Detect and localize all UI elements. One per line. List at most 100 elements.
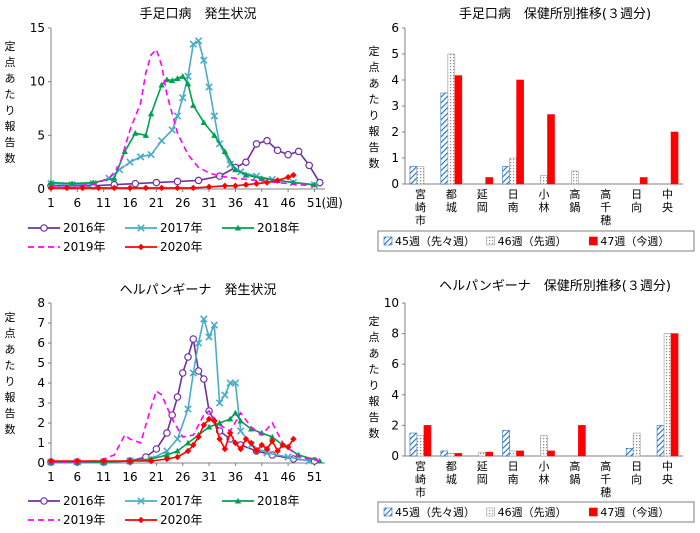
category-label: 高千穂 bbox=[600, 187, 611, 227]
category-label: 延岡 bbox=[477, 460, 488, 486]
series-path bbox=[51, 389, 320, 463]
legend-item: 2020年 bbox=[125, 240, 203, 254]
data-point bbox=[179, 73, 186, 79]
label-char: 報 bbox=[369, 125, 380, 138]
data-point bbox=[190, 102, 197, 108]
data-point bbox=[189, 369, 198, 377]
data-point bbox=[284, 173, 292, 181]
data-point bbox=[205, 423, 213, 430]
data-point bbox=[200, 375, 208, 383]
data-point bbox=[200, 421, 208, 429]
data-point bbox=[242, 435, 250, 443]
bar bbox=[578, 425, 586, 457]
label-char: 告 bbox=[369, 411, 380, 424]
label-char: 穂 bbox=[600, 485, 611, 499]
legend-item: 2016年 bbox=[28, 494, 106, 508]
label-char: 定 bbox=[5, 310, 16, 324]
data-point bbox=[189, 335, 198, 343]
x-tick-label: 46 bbox=[280, 470, 295, 484]
x-tick-label: 36 bbox=[228, 470, 243, 484]
data-point bbox=[258, 441, 265, 449]
data-point bbox=[205, 333, 213, 341]
label-char: 崎 bbox=[415, 472, 426, 486]
data-point bbox=[152, 178, 161, 187]
y-tick-label: 5 bbox=[391, 47, 399, 61]
data-point bbox=[173, 177, 182, 186]
category-label: 日南 bbox=[508, 188, 519, 214]
category-label: 中央 bbox=[662, 460, 673, 486]
label-char: 告 bbox=[5, 136, 16, 149]
label-char: 高 bbox=[600, 187, 611, 201]
data-point bbox=[174, 453, 181, 461]
data-point bbox=[242, 181, 250, 188]
label-char: 宮 bbox=[415, 187, 426, 201]
series-line bbox=[47, 37, 319, 189]
data-point bbox=[178, 94, 187, 102]
data-point bbox=[190, 184, 197, 192]
bar bbox=[547, 114, 555, 185]
label-char: 南 bbox=[508, 201, 519, 214]
legend-item: 2017年 bbox=[125, 494, 203, 508]
legend-swatch bbox=[383, 236, 393, 246]
y-tick-label: 6 bbox=[37, 336, 45, 350]
data-point bbox=[253, 180, 260, 187]
legend-label: 2019年 bbox=[63, 240, 106, 254]
data-point bbox=[142, 184, 150, 192]
legend-label: 46週（先週） bbox=[498, 506, 567, 519]
data-point bbox=[226, 415, 234, 422]
data-point bbox=[232, 439, 239, 447]
bar bbox=[454, 75, 463, 185]
data-point bbox=[163, 447, 171, 455]
data-point bbox=[173, 112, 182, 120]
y-tick-label: 15 bbox=[30, 21, 45, 35]
bar bbox=[485, 451, 494, 457]
label-char: 穂 bbox=[600, 213, 611, 227]
bar bbox=[540, 435, 548, 457]
y-tick-label: 0 bbox=[37, 456, 45, 470]
category-label: 都城 bbox=[446, 188, 457, 214]
bar bbox=[409, 432, 418, 457]
data-point bbox=[216, 419, 223, 426]
data-point bbox=[215, 399, 224, 407]
data-point bbox=[157, 136, 166, 145]
chart-title: 手足口病 発生状況 bbox=[139, 7, 256, 22]
bar bbox=[416, 435, 425, 457]
data-point bbox=[158, 81, 165, 88]
bar bbox=[485, 177, 494, 185]
data-point bbox=[242, 171, 250, 178]
data-point bbox=[279, 441, 287, 449]
y-tick-label: 4 bbox=[37, 376, 45, 390]
y-tick-label: 1 bbox=[37, 436, 45, 450]
legend-label: 47週（今週） bbox=[600, 505, 669, 519]
label-char: 数 bbox=[5, 423, 16, 436]
data-point bbox=[137, 243, 145, 251]
label-char: 崎 bbox=[415, 200, 426, 214]
legend-label: 2016年 bbox=[63, 494, 106, 508]
legend-label: 2016年 bbox=[63, 221, 106, 235]
data-point bbox=[290, 435, 297, 443]
data-point bbox=[200, 119, 208, 126]
data-point bbox=[121, 148, 128, 154]
y-tick-label: 2 bbox=[391, 125, 399, 139]
chart-title: 手足口病 保健所別推移(３週分) bbox=[459, 7, 651, 22]
label-char: 日 bbox=[508, 188, 519, 201]
x-tick-label: 21 bbox=[149, 470, 164, 484]
label-char: 告 bbox=[369, 141, 380, 154]
category-label: 延岡 bbox=[477, 188, 488, 214]
series-line bbox=[47, 335, 319, 466]
data-point bbox=[200, 315, 208, 323]
data-point bbox=[126, 158, 134, 166]
data-point bbox=[263, 445, 271, 453]
label-char: り bbox=[5, 104, 16, 117]
data-point bbox=[234, 497, 242, 504]
x-tick-label: 6 bbox=[74, 196, 82, 210]
category-label: 日向 bbox=[631, 460, 642, 486]
data-point bbox=[273, 146, 282, 155]
bar bbox=[632, 432, 641, 457]
data-point bbox=[173, 435, 182, 443]
bar bbox=[447, 53, 456, 185]
y-tick-label: 2 bbox=[37, 416, 45, 430]
